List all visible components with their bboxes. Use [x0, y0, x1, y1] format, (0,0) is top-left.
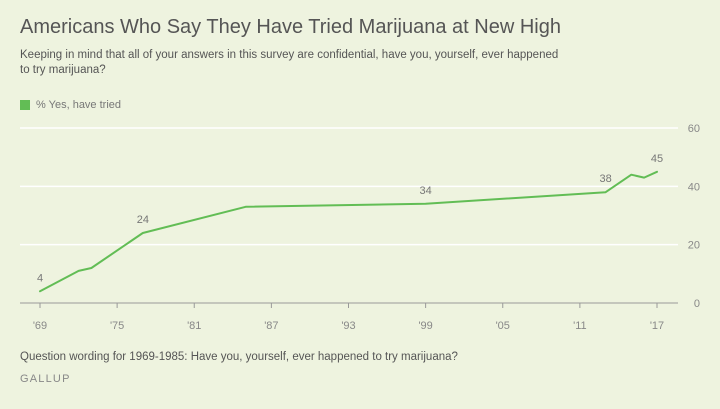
data-labels: 4 24 34 38 45	[37, 153, 663, 285]
data-label: 4	[37, 272, 43, 284]
y-tick-label: 60	[688, 123, 700, 135]
y-tick-label: 20	[688, 240, 700, 252]
series-lines	[39, 170, 658, 293]
x-axis-ticks: '69 '75 '81 '87 '93 '99 '05 '11 '17	[33, 320, 664, 332]
x-tick-label: '75	[110, 320, 124, 332]
x-axis	[20, 302, 678, 308]
x-tick-label: '93	[341, 320, 355, 332]
x-tick-label: '87	[264, 320, 278, 332]
legend: % Yes, have tried	[20, 99, 121, 111]
data-label: 34	[420, 185, 432, 197]
data-label: 24	[137, 214, 149, 226]
data-label: 45	[651, 153, 663, 165]
gridlines	[20, 127, 678, 246]
x-tick-label: '69	[33, 320, 47, 332]
chart-subtitle: Keeping in mind that all of your answers…	[20, 49, 559, 76]
x-tick-label: '05	[496, 320, 510, 332]
chart-title: Americans Who Say They Have Tried Mariju…	[20, 16, 561, 38]
legend-swatch	[20, 100, 30, 110]
x-tick-label: '11	[573, 320, 587, 332]
question-wording-note: Question wording for 1969-1985: Have you…	[20, 351, 458, 363]
series-line	[39, 170, 658, 293]
y-tick-label: 40	[688, 181, 700, 193]
x-tick-label: '17	[650, 320, 664, 332]
x-tick-label: '99	[418, 320, 432, 332]
legend-label: % Yes, have tried	[36, 99, 122, 111]
source-label: GALLUP	[20, 373, 71, 385]
x-tick-label: '81	[187, 320, 201, 332]
data-label: 38	[599, 173, 611, 185]
y-axis-ticks: 0 20 40 60	[688, 123, 700, 310]
y-tick-label: 0	[694, 298, 700, 310]
